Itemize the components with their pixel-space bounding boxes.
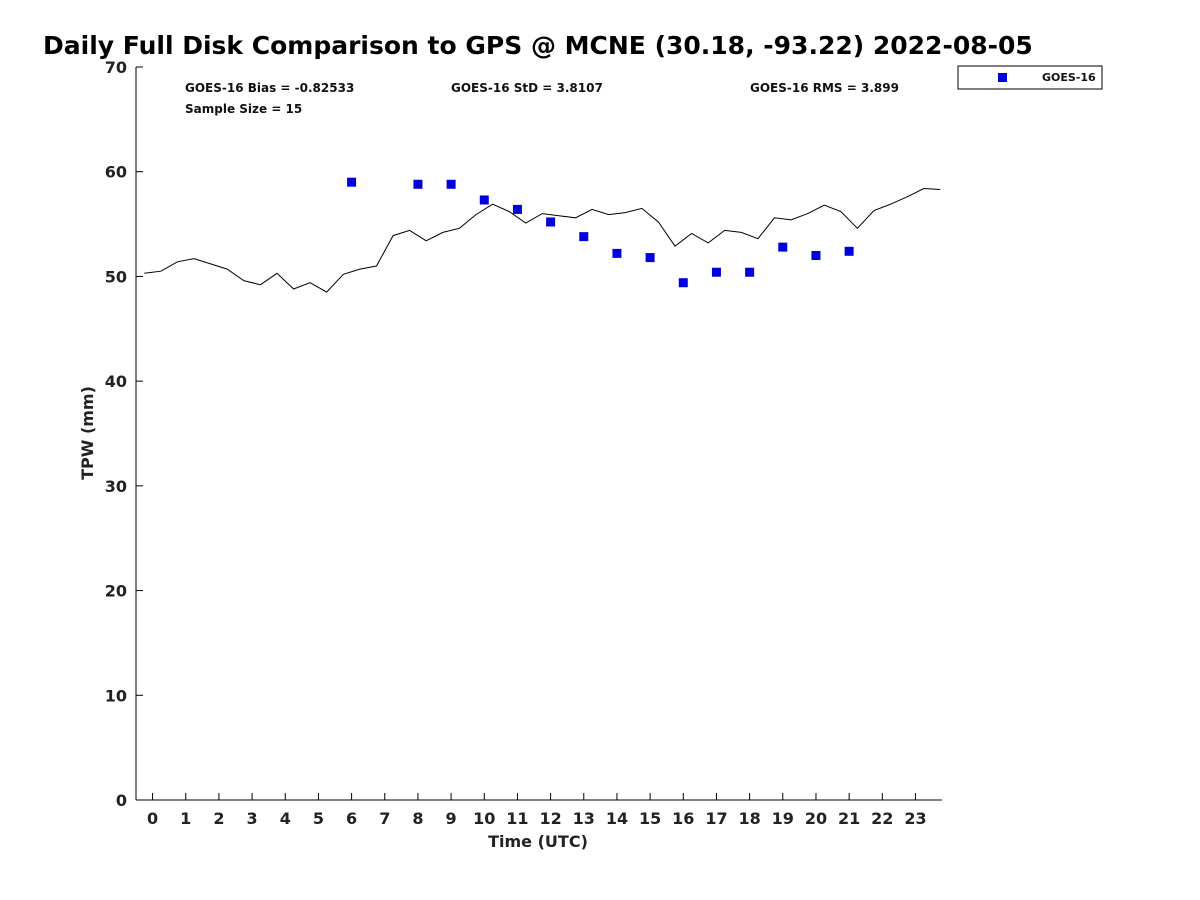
legend-label-goes16: GOES-16 (1042, 71, 1096, 84)
y-axis-ticks: 0 10 20 30 40 50 60 70 (105, 58, 143, 810)
x-tick-label: 9 (446, 809, 457, 828)
x-tick-label: 22 (871, 809, 893, 828)
y-tick-label: 50 (105, 267, 127, 286)
x-tick-label: 6 (346, 809, 357, 828)
std-annotation: GOES-16 StD = 3.8107 (451, 81, 603, 95)
x-tick-label: 1 (180, 809, 191, 828)
x-tick-label: 10 (473, 809, 495, 828)
y-tick-label: 70 (105, 58, 127, 77)
x-axis-ticks: 0 1 2 3 4 5 6 7 8 9 10 11 12 13 14 15 16 17 18 19 20 21 22 23 (147, 793, 927, 828)
x-tick-label: 15 (639, 809, 661, 828)
y-tick-label: 0 (116, 791, 127, 810)
y-tick-label: 30 (105, 477, 127, 496)
rms-annotation: GOES-16 RMS = 3.899 (750, 81, 899, 95)
x-tick-label: 17 (705, 809, 727, 828)
x-tick-label: 14 (606, 809, 628, 828)
goes16-point (811, 250, 821, 260)
x-tick-label: 13 (573, 809, 595, 828)
x-tick-label: 2 (213, 809, 224, 828)
goes16-point (645, 253, 655, 263)
x-tick-label: 20 (805, 809, 827, 828)
gps-tpw-line (144, 187, 941, 293)
goes16-scatter-series (347, 177, 854, 288)
x-tick-label: 21 (838, 809, 860, 828)
sample-size-annotation: Sample Size = 15 (185, 102, 302, 116)
y-tick-label: 10 (105, 686, 127, 705)
x-tick-label: 0 (147, 809, 158, 828)
legend-marker-goes16 (998, 73, 1007, 82)
x-tick-label: 16 (672, 809, 694, 828)
x-tick-label: 4 (280, 809, 291, 828)
goes16-point (479, 195, 489, 205)
x-tick-label: 18 (738, 809, 760, 828)
goes16-point (711, 267, 721, 277)
plot-area (135, 67, 942, 801)
x-axis-label: Time (UTC) (488, 832, 588, 851)
x-tick-label: 11 (506, 809, 528, 828)
chart-title: Daily Full Disk Comparison to GPS @ MCNE… (43, 31, 1033, 60)
goes16-point (778, 242, 788, 252)
y-tick-label: 40 (105, 372, 127, 391)
goes16-point (678, 278, 688, 288)
goes16-point (446, 179, 456, 189)
goes16-point (546, 217, 556, 227)
x-tick-label: 12 (539, 809, 561, 828)
y-tick-label: 60 (105, 163, 127, 182)
goes16-point (347, 177, 357, 187)
x-tick-label: 7 (379, 809, 390, 828)
gps-line-series (144, 187, 941, 293)
y-tick-label: 20 (105, 582, 127, 601)
x-tick-label: 5 (313, 809, 324, 828)
legend: GOES-16 (957, 65, 1103, 90)
x-tick-label: 19 (772, 809, 794, 828)
goes16-point (745, 267, 755, 277)
legend-box (957, 65, 1103, 90)
x-tick-label: 23 (904, 809, 926, 828)
x-tick-label: 8 (412, 809, 423, 828)
x-tick-label: 3 (247, 809, 258, 828)
y-axis-label: TPW (mm) (78, 386, 97, 480)
bias-annotation: GOES-16 Bias = -0.82533 (185, 81, 354, 95)
goes16-point (579, 232, 589, 242)
goes16-point (413, 179, 423, 189)
goes16-point (844, 246, 854, 256)
goes16-point (612, 248, 622, 258)
goes16-point (512, 204, 522, 214)
